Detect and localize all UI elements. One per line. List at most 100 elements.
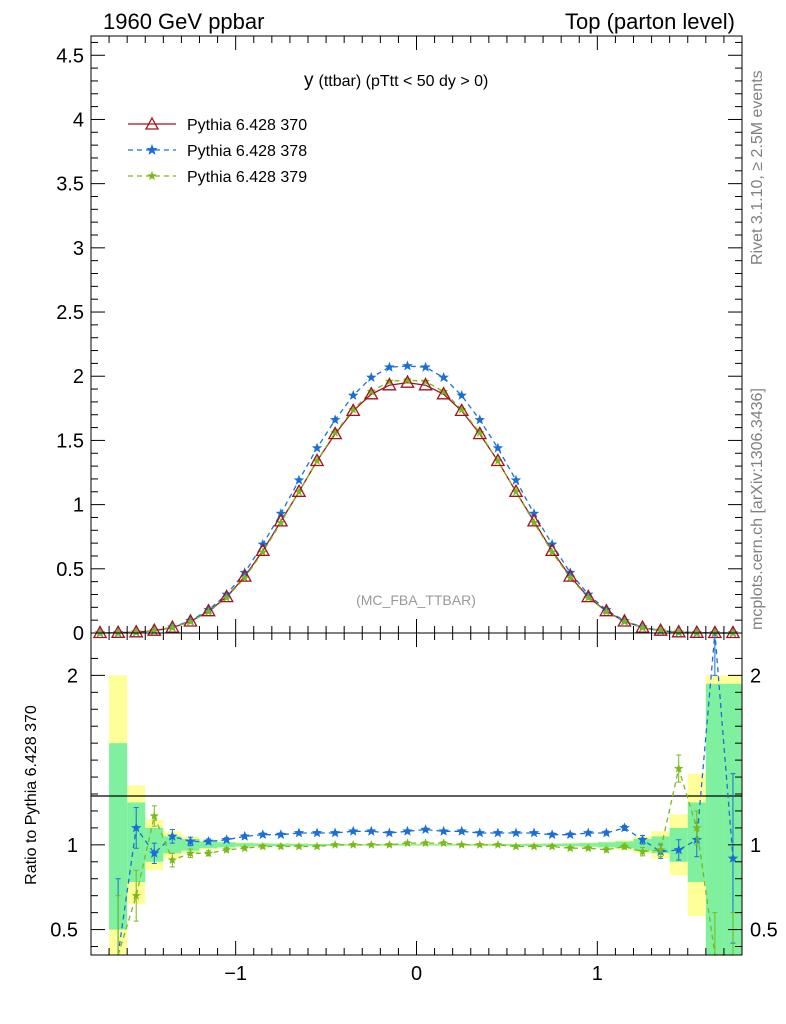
ratio-ytick-label: 0.5	[50, 920, 78, 942]
ratio-series-378-point	[528, 827, 540, 838]
series-378-point	[239, 567, 250, 578]
ratio-series-378-point	[384, 827, 395, 838]
main-title-variable: y	[304, 70, 314, 91]
series-370-point	[363, 386, 379, 400]
ratio-series-378-point	[673, 844, 684, 855]
series-379-point	[204, 607, 214, 616]
series-379-point	[131, 627, 141, 637]
series-370-point	[418, 377, 433, 391]
series-370-point	[725, 625, 741, 639]
ratio-series-378-point	[420, 824, 431, 834]
series-370-point	[436, 386, 451, 400]
series-379-point	[583, 592, 593, 602]
ratio-frame	[90, 632, 743, 956]
series-370-point	[309, 453, 325, 467]
series-370-point	[599, 603, 614, 617]
ratio-ytick-label: 2	[67, 665, 78, 687]
ratio-series-378-point	[239, 830, 250, 841]
series-379-point	[348, 404, 358, 414]
series-370-point	[689, 624, 705, 638]
ratio-series-378-point	[510, 827, 522, 838]
ratio-series-378-point	[546, 829, 558, 840]
series-370-point	[544, 542, 560, 557]
series-379-point	[185, 616, 195, 626]
ratio-series-379-point	[529, 841, 539, 851]
ratio-series-379-point	[601, 845, 611, 854]
series-378-point	[474, 414, 485, 425]
series-370-point	[128, 624, 144, 638]
main-ticks: 0.5 1 1.5 2 2.5 3 3.5 4 4.5 0	[56, 36, 742, 645]
series-379-point	[511, 487, 521, 496]
ratio-series-378-point	[601, 827, 612, 838]
series-378-point	[329, 414, 341, 425]
mcplots-label: mcplots.cern.ch [arXiv:1306.3436]	[749, 388, 766, 630]
series-370-point	[345, 403, 361, 417]
ratio-series-379-point	[294, 841, 304, 851]
series-370-point	[382, 377, 397, 391]
ratio-series-379-point	[258, 841, 268, 851]
ratio-series-378-point	[131, 822, 142, 833]
series-370-point	[327, 426, 343, 440]
ratio-xtick-label: 1	[592, 963, 603, 985]
ratio-series-379-point	[185, 848, 195, 858]
main-ytick-label: 1	[73, 495, 84, 517]
main-ytick-label: 2	[73, 366, 84, 388]
series-379-line	[99, 379, 733, 634]
series-379-point	[402, 375, 412, 384]
series-379-point	[421, 376, 431, 386]
series-379-point	[330, 427, 340, 437]
legend-label-379: Pythia 6.428 379	[187, 169, 307, 186]
ratio-series-378-line	[117, 632, 734, 956]
ratio-series-379-point	[384, 840, 394, 849]
ratio-series-379-point	[692, 823, 702, 832]
ratio-series-378-point	[637, 834, 648, 845]
ratio-series-378-point	[293, 827, 305, 838]
ratio-series-379-point	[276, 841, 286, 851]
ratio-series-378-point	[203, 836, 214, 846]
ratio-ylabel: Ratio to Pythia 6.428 370	[23, 705, 40, 885]
series-370-point	[635, 619, 650, 633]
series-379-point	[493, 456, 503, 465]
series-379-point	[565, 573, 575, 582]
series-370-point	[653, 622, 668, 636]
series-378-point	[456, 390, 467, 400]
ratio-series-379-point	[204, 848, 214, 858]
ratio-band-inner	[163, 836, 182, 854]
ratio-series-378-point	[727, 852, 739, 863]
series-370-point	[472, 426, 488, 440]
ratio-xtick-label: 0	[411, 963, 422, 985]
series-379-point	[619, 616, 629, 626]
main-ytick-label: 3.5	[56, 174, 84, 196]
ratio-series-378-point	[275, 829, 287, 840]
ratio-ytick-label-right: 1	[750, 835, 761, 857]
main-ytick-label: 0.5	[56, 559, 84, 581]
series-378-point	[420, 361, 431, 372]
ratio-series-379-point	[149, 811, 159, 820]
ratio-series-379-point	[583, 843, 593, 853]
series-379-point	[294, 487, 304, 496]
series-379-point	[674, 627, 684, 637]
series-378-point	[384, 361, 395, 372]
series-378-point	[402, 360, 413, 371]
ratio-series-378-point	[221, 834, 232, 845]
series-378-line	[99, 365, 733, 634]
series-370-point	[454, 403, 470, 417]
series-370-point	[92, 625, 108, 639]
ratio-series-378-point	[456, 825, 467, 836]
main-title: y (ttbar) (pTtt < 50 dy > 0)	[304, 70, 488, 91]
series-379-point	[366, 386, 376, 396]
series-379-point	[692, 627, 702, 637]
legend-label-370: Pythia 6.428 370	[187, 117, 307, 134]
analysis-label: (MC_FBA_TTBAR)	[356, 592, 476, 608]
main-series-layer	[92, 360, 741, 639]
ratio-series-378-point	[619, 822, 630, 833]
series-370-point	[580, 589, 596, 603]
ratio-xtick-label: −1	[224, 963, 247, 985]
legend-marker-378	[146, 144, 158, 155]
ratio-band-inner	[633, 838, 652, 851]
series-379-point	[547, 547, 557, 556]
ratio-series-379-point	[674, 763, 684, 773]
ratio-band-inner	[597, 842, 616, 848]
series-370-point	[183, 613, 198, 627]
ratio-series-379-point	[547, 841, 557, 851]
